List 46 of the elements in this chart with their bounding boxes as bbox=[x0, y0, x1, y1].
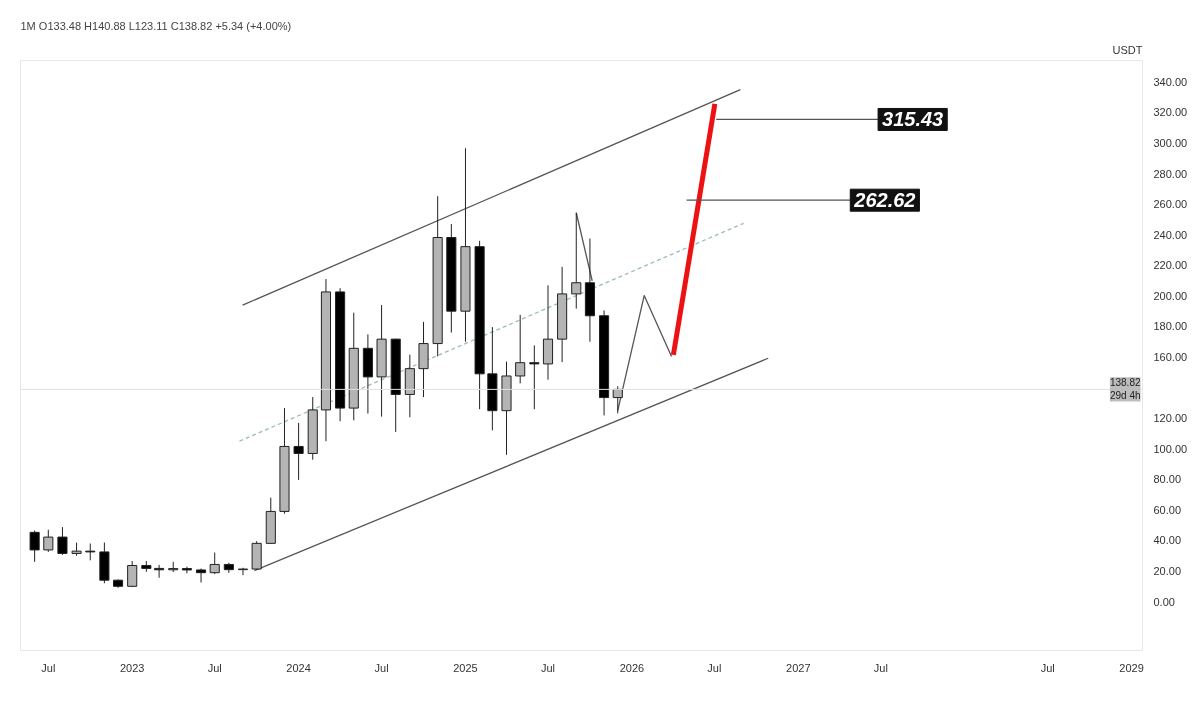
y-tick-label: 240.00 bbox=[1153, 228, 1188, 241]
x-tick-label: Jul bbox=[41, 661, 56, 674]
x-tick-label: Jul bbox=[540, 661, 556, 674]
y-axis-title: USDT bbox=[1112, 43, 1143, 56]
y-tick-label: 160.00 bbox=[1153, 351, 1188, 364]
candlestick bbox=[127, 560, 138, 588]
y-tick-label: 100.00 bbox=[1153, 442, 1188, 455]
y-tick-label: 0.00 bbox=[1153, 595, 1175, 608]
candlestick bbox=[293, 422, 304, 481]
y-tick-label: 180.00 bbox=[1153, 320, 1188, 333]
x-tick-label: 2027 bbox=[786, 661, 811, 674]
x-tick-label: 2024 bbox=[286, 661, 311, 674]
candlestick bbox=[209, 552, 220, 575]
y-tick-label: 220.00 bbox=[1153, 259, 1188, 272]
candlestick bbox=[571, 212, 582, 310]
y-tick-label: 60.00 bbox=[1153, 503, 1182, 516]
x-tick-label: 2029 bbox=[1119, 661, 1144, 674]
y-tick-label: 120.00 bbox=[1153, 412, 1188, 425]
y-tick-label: 320.00 bbox=[1153, 106, 1188, 119]
candlestick bbox=[43, 529, 54, 553]
y-tick-label: 40.00 bbox=[1153, 534, 1182, 547]
y-tick-label: 200.00 bbox=[1153, 289, 1188, 302]
candlestick bbox=[57, 526, 68, 556]
x-tick-label: Jul bbox=[207, 661, 222, 674]
x-tick-label: Jul bbox=[374, 661, 389, 674]
y-tick-label: 260.00 bbox=[1153, 198, 1188, 211]
candlestick bbox=[195, 568, 207, 583]
y-tick-label: 20.00 bbox=[1153, 565, 1182, 578]
y-tick-label: 80.00 bbox=[1153, 473, 1182, 486]
candlestick bbox=[529, 344, 540, 410]
x-tick-label: Jul bbox=[707, 661, 722, 674]
x-tick-label: Jul bbox=[1040, 661, 1055, 674]
x-tick-label: 2025 bbox=[453, 661, 478, 674]
candlestick bbox=[237, 567, 249, 576]
candlestick bbox=[29, 530, 40, 563]
ref-line-label: 138.82 29d 4h bbox=[1109, 377, 1141, 402]
x-tick-label: Jul bbox=[873, 661, 888, 674]
annotation: 262.62 bbox=[853, 189, 916, 212]
x-tick-label: 2023 bbox=[119, 661, 145, 674]
chart-title: 1M O133.48 H140.88 L123.11 C138.82 +5.34 (+4.00%) bbox=[20, 19, 292, 32]
y-tick-label: 300.00 bbox=[1153, 137, 1188, 150]
y-tick-label: 280.00 bbox=[1153, 167, 1188, 180]
x-tick-label: 2026 bbox=[619, 661, 645, 674]
annotation: 315.43 bbox=[882, 108, 944, 131]
y-tick-label: 340.00 bbox=[1153, 75, 1188, 88]
candlestick bbox=[515, 314, 526, 384]
